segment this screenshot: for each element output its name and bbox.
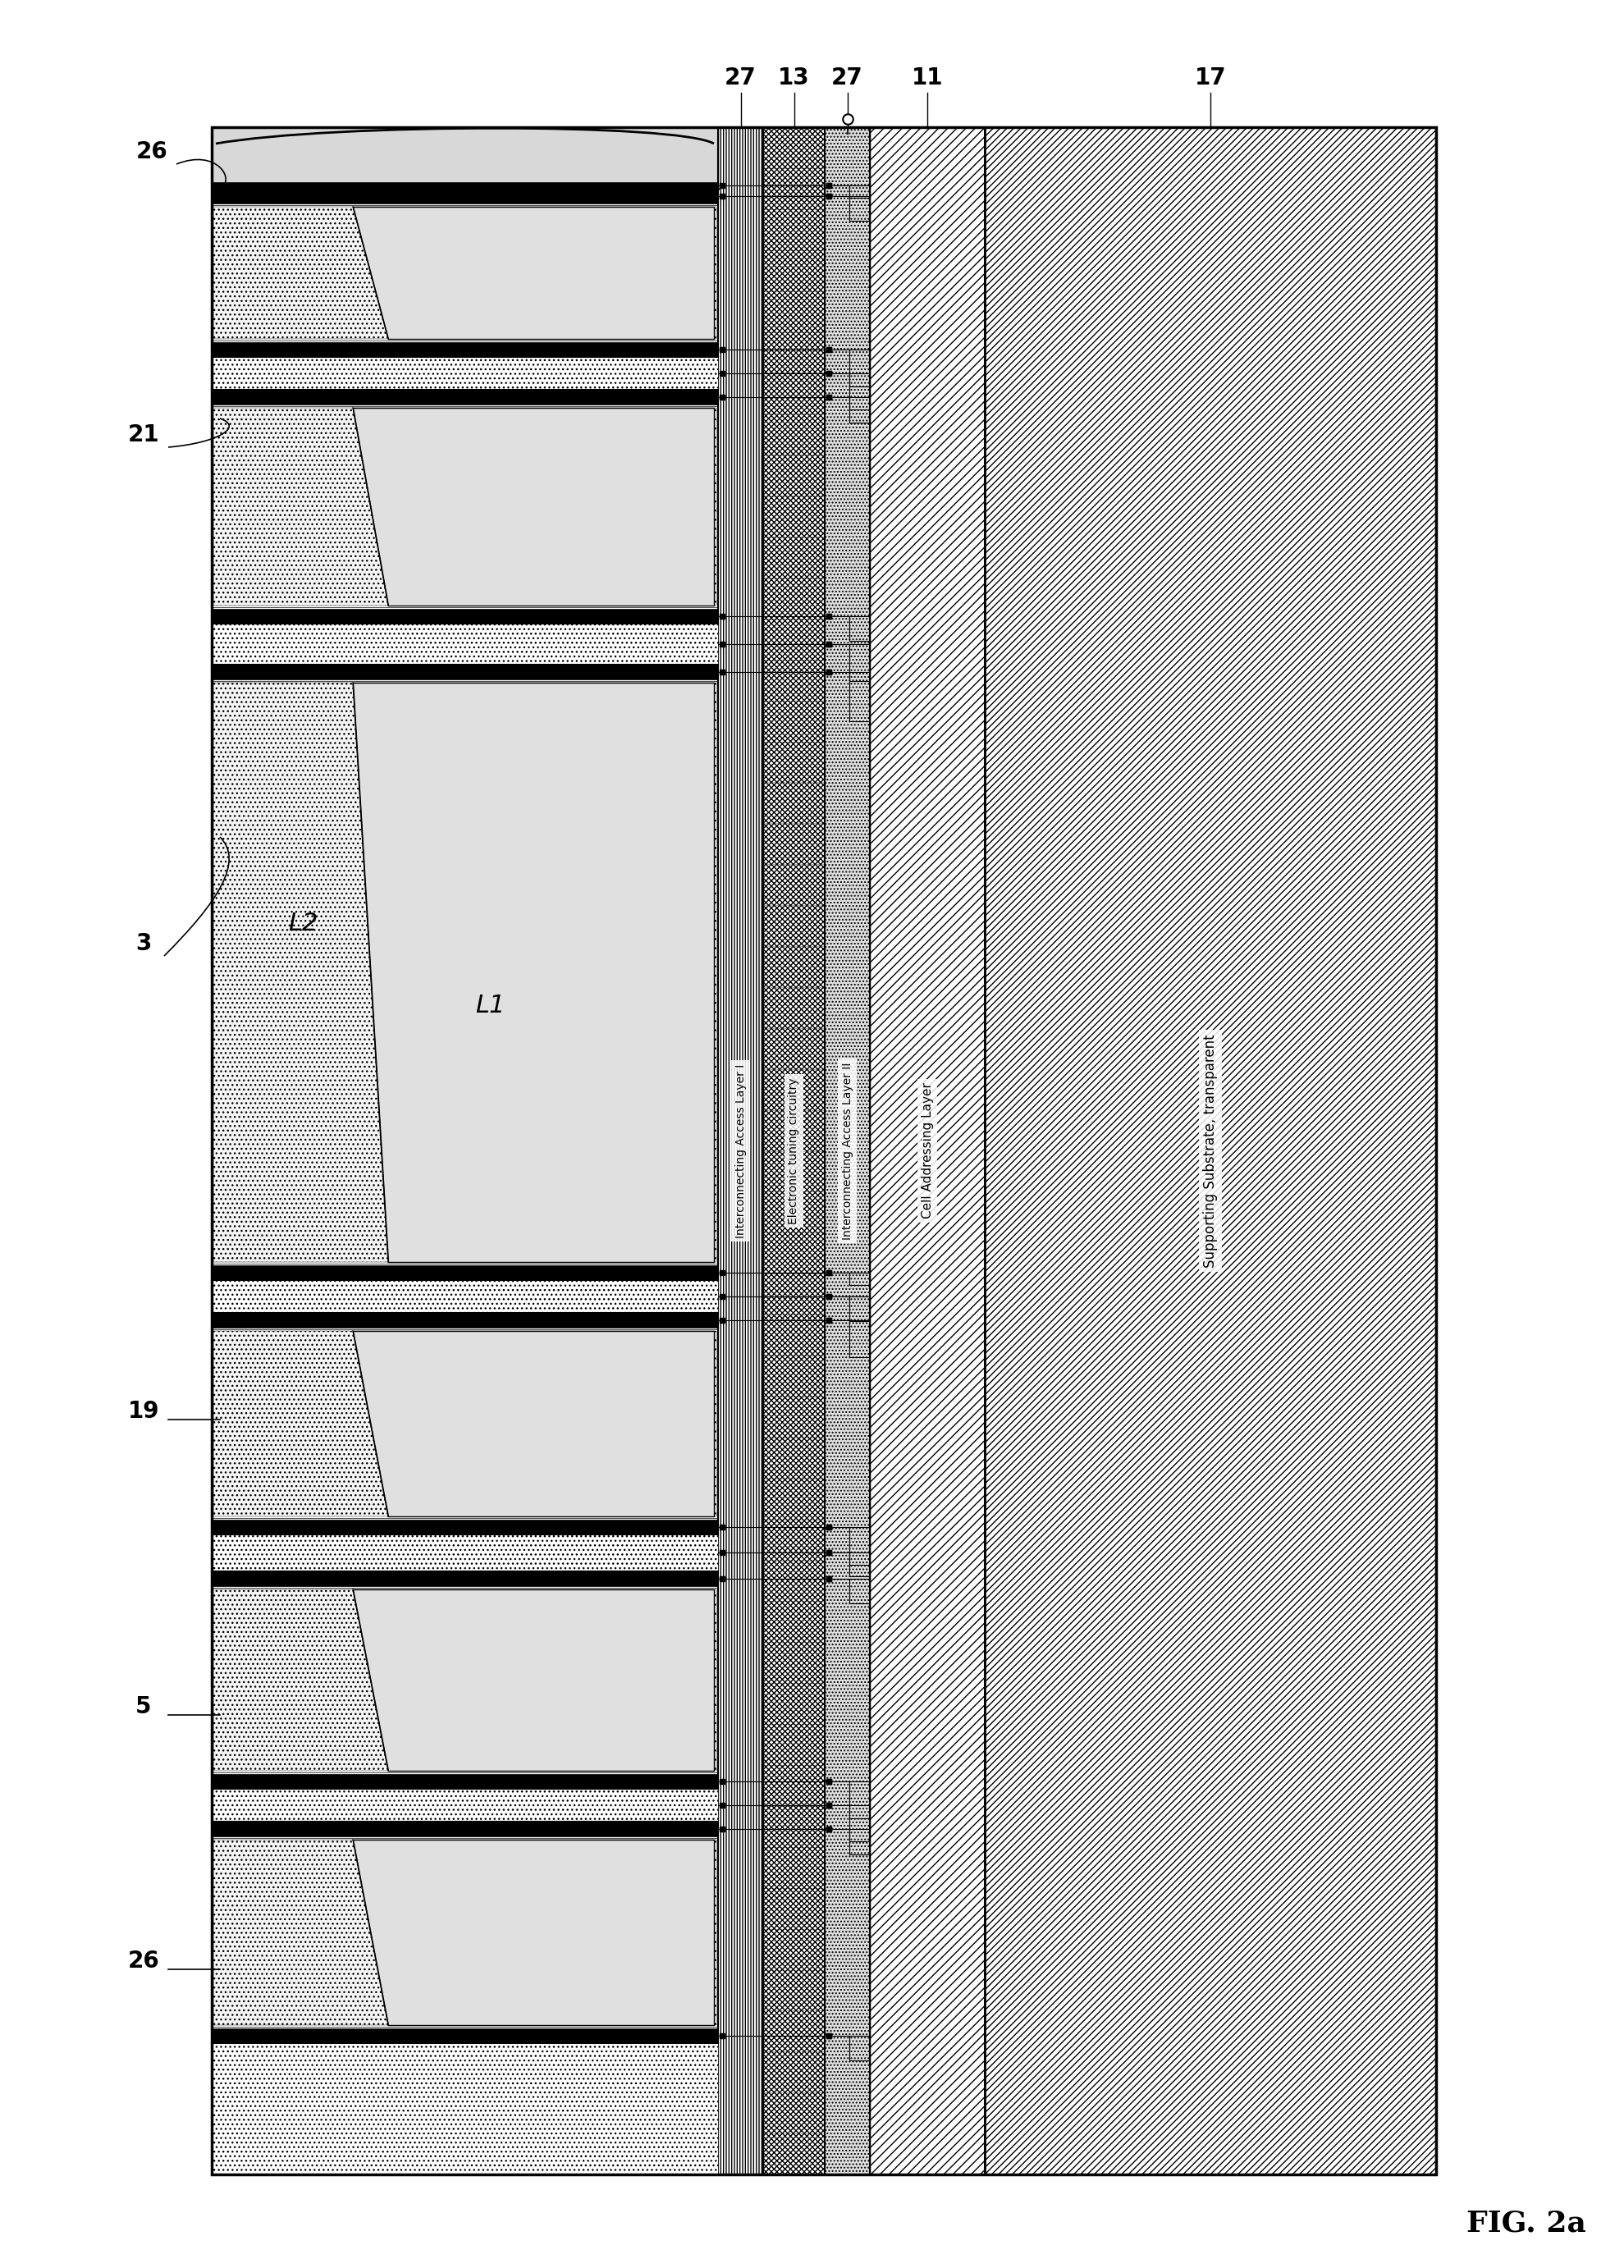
Bar [211,390,718,404]
Text: 13: 13 [778,66,810,88]
Polygon shape [352,206,715,338]
Bar [211,1774,718,1789]
Text: 27: 27 [724,66,757,88]
Text: Interconnecting Access Layer II: Interconnecting Access Layer II [841,1061,853,1241]
Polygon shape [352,1331,715,1517]
Text: 3: 3 [136,932,151,955]
Text: 21: 21 [128,424,159,447]
Bar [211,1520,718,1535]
Bar [718,127,763,2175]
Bar [213,1590,716,1771]
Bar [211,1279,718,1313]
Text: 17: 17 [1195,66,1226,88]
Bar [763,127,825,2175]
Bar [211,1572,718,1585]
Bar [213,408,716,606]
Bar [211,1535,718,1572]
Bar [211,2028,718,2043]
Text: Cell Addressing Layer: Cell Addressing Layer [921,1082,934,1218]
Bar [213,1331,716,1517]
Bar [718,127,763,2175]
Bar [211,1313,718,1327]
Bar [211,1590,417,1771]
Text: 5: 5 [136,1694,151,1719]
Bar [211,2043,718,2175]
Text: 26: 26 [136,141,167,163]
Bar [213,206,716,338]
Polygon shape [352,1839,715,2025]
Bar [211,127,1436,2175]
Text: L1: L1 [474,993,505,1016]
Polygon shape [352,1590,715,1771]
Text: 19: 19 [128,1399,159,1422]
Text: 27: 27 [831,66,864,88]
Bar [211,1821,718,1837]
Bar [211,608,718,624]
Polygon shape [352,408,715,606]
Bar [763,127,825,2175]
Bar [211,188,718,204]
Text: FIG. 2a: FIG. 2a [1466,2209,1587,2239]
Bar [211,624,718,665]
Bar [825,127,870,2175]
Text: Interconnecting Access Layer I: Interconnecting Access Layer I [736,1064,747,1238]
Text: 11: 11 [911,66,944,88]
Bar [211,1839,417,2025]
Bar [211,127,718,2175]
Bar [213,683,716,1261]
Text: Electronic tuning circuitry: Electronic tuning circuitry [788,1077,799,1225]
Bar [211,1266,718,1279]
Bar [211,181,718,195]
Bar [211,665,718,680]
Bar [211,342,718,356]
Bar [211,1789,718,1821]
Bar [870,127,984,2175]
Bar [984,127,1436,2175]
Polygon shape [352,683,715,1261]
Bar [211,206,417,338]
Bar [211,356,718,390]
Text: L2: L2 [287,912,318,934]
Text: Supporting Substrate, transparent: Supporting Substrate, transparent [1203,1034,1218,1268]
Bar [211,1331,417,1517]
Bar [211,127,718,188]
Bar [211,408,417,606]
Bar [984,127,1436,2175]
Text: 26: 26 [128,1950,159,1973]
Bar [213,1839,716,2025]
Bar [870,127,984,2175]
Bar [825,127,870,2175]
Bar [211,683,417,1261]
